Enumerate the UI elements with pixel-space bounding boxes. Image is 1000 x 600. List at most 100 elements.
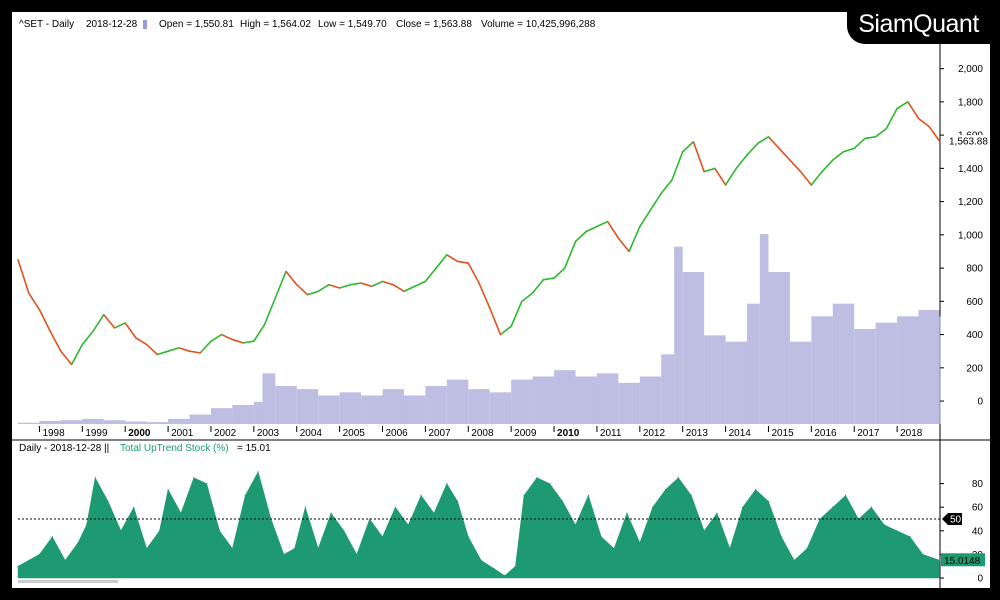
indicator-value: = 15.01	[237, 443, 271, 454]
chart-canvas[interactable]: 02004006008001,0001,2001,4001,6001,8002,…	[12, 12, 990, 588]
price-y-tick-label: 600	[966, 297, 983, 308]
price-segment	[553, 267, 566, 279]
price-segment	[585, 225, 598, 233]
volume-bar	[554, 370, 576, 424]
volume-series	[18, 234, 941, 424]
price-point	[585, 230, 588, 233]
price-segment	[478, 282, 491, 309]
volume-bar	[361, 395, 383, 424]
uptrend-point	[493, 567, 495, 570]
uptrend-point	[652, 506, 654, 508]
x-tick-label: 2008	[471, 428, 494, 439]
price-point	[92, 330, 94, 333]
uptrend-point	[690, 494, 692, 496]
uptrend-point	[938, 559, 941, 561]
volume-bar	[759, 234, 769, 424]
price-point	[831, 159, 834, 161]
price-segment	[596, 220, 608, 228]
price-segment	[371, 280, 383, 288]
price-segment	[896, 101, 909, 110]
price-segment	[317, 284, 330, 293]
volume-bar	[575, 376, 597, 424]
price-point	[349, 283, 352, 286]
price-point	[510, 325, 512, 328]
uptrend-point	[639, 542, 641, 544]
x-tick-label: 2006	[386, 428, 409, 439]
price-segment	[864, 135, 876, 140]
price-point	[842, 150, 845, 153]
price-point	[49, 330, 51, 333]
price-point	[231, 338, 234, 341]
price-segment	[692, 141, 705, 172]
price-segment	[467, 262, 480, 284]
x-tick-label: 1999	[85, 428, 108, 439]
price-point	[135, 337, 137, 339]
price-point	[617, 237, 620, 239]
price-point	[649, 209, 652, 211]
indicator-last-value-label: 15.0148	[944, 556, 981, 567]
price-point	[746, 154, 748, 156]
uptrend-point	[356, 553, 358, 556]
price-point	[113, 327, 116, 329]
uptrend-point	[107, 500, 109, 502]
price-segment	[800, 171, 812, 186]
price-point	[692, 140, 695, 143]
volume-bar	[789, 341, 812, 424]
price-point	[488, 307, 491, 309]
x-tick-label: 1998	[42, 428, 65, 439]
x-tick-label: 2016	[814, 428, 837, 439]
price-segment	[49, 330, 62, 352]
price-segment	[17, 259, 30, 294]
price-point	[102, 313, 105, 316]
uptrend-point	[433, 512, 435, 514]
price-point	[188, 350, 191, 353]
date-label: 2018-12-28	[86, 19, 138, 30]
price-point	[306, 293, 309, 296]
price-y-tick-label: 1,000	[958, 230, 983, 241]
price-y-tick-label: 400	[966, 330, 983, 341]
price-point	[756, 142, 759, 145]
volume-bar	[146, 422, 169, 424]
price-point	[60, 350, 62, 353]
price-segment	[70, 344, 84, 365]
price-segment	[199, 340, 212, 354]
uptrend-point	[317, 547, 319, 550]
price-segment	[574, 230, 587, 243]
price-segment	[178, 347, 190, 352]
uptrend-point	[257, 471, 259, 473]
volume-label: Volume = 10,425,996,288	[481, 19, 596, 30]
volume-bar	[18, 422, 40, 424]
uptrend-point	[896, 530, 898, 532]
price-point	[435, 267, 437, 269]
price-segment	[263, 297, 277, 325]
price-point	[274, 297, 277, 299]
uptrend-point	[343, 530, 345, 532]
volume-bar	[639, 376, 662, 424]
price-segment	[671, 151, 684, 181]
price-point	[907, 101, 909, 103]
volume-bar	[210, 408, 233, 424]
price-point	[242, 342, 244, 344]
indicator-y-tick-label: 40	[972, 526, 984, 537]
price-segment	[114, 322, 126, 329]
price-point	[81, 343, 84, 346]
price-point	[789, 159, 791, 161]
price-point	[413, 285, 416, 288]
price-segment	[735, 154, 748, 169]
volume-bar	[682, 272, 705, 424]
uptrend-point	[504, 575, 506, 577]
price-point	[563, 267, 566, 269]
x-tick-label: 2009	[514, 428, 537, 439]
price-segment	[167, 347, 180, 352]
volume-bar	[747, 303, 760, 424]
uptrend-point	[38, 553, 41, 556]
price-segment	[714, 167, 727, 186]
volume-bar	[704, 335, 726, 424]
price-segment	[81, 330, 94, 346]
uptrend-point	[767, 500, 770, 502]
price-segment	[38, 309, 51, 332]
price-segment	[92, 314, 105, 332]
volume-bar	[854, 329, 876, 424]
volume-bar	[489, 392, 512, 424]
price-segment	[446, 254, 458, 263]
